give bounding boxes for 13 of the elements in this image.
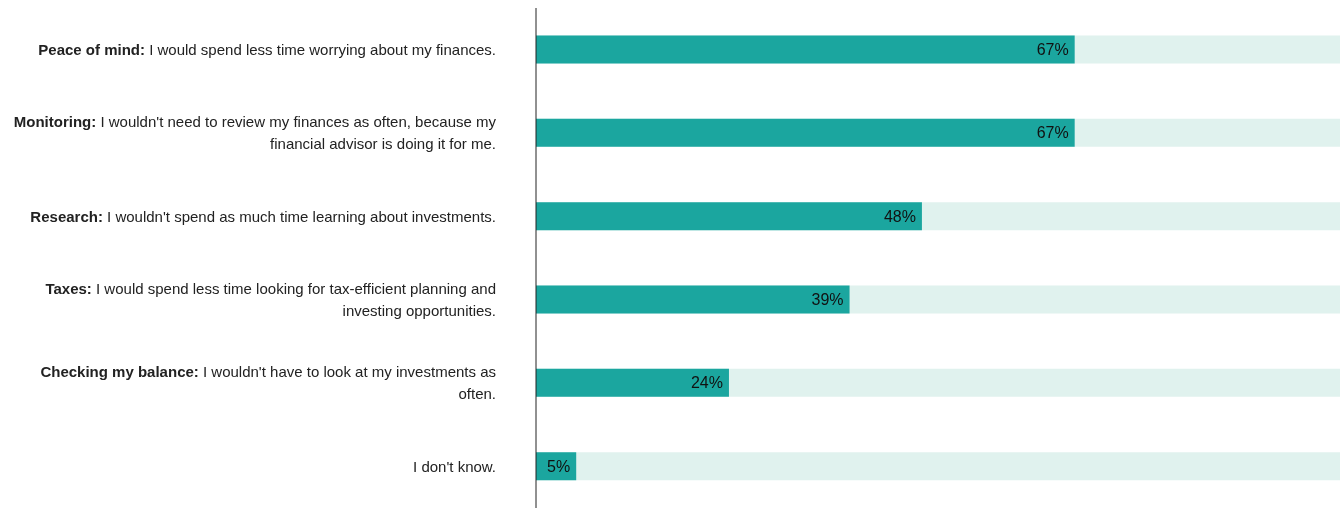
y-tick-label: Taxes: I would spend less time looking for tax-efficient planning and investing opportunities. — [45, 279, 496, 319]
data-label: 24% — [690, 374, 723, 392]
data-label: 67% — [1036, 124, 1069, 142]
y-tick-label: Monitoring: I wouldn't need to review my finances as often, because my financial advisor is doing it for me. — [13, 113, 497, 153]
y-tick-label: Checking my balance: I wouldn't have to look at my investments as often. — [40, 363, 496, 403]
bar — [536, 368, 729, 397]
y-tick-label: I don't know. — [413, 457, 496, 475]
data-label: 5% — [547, 457, 571, 475]
data-label: 39% — [811, 291, 844, 309]
y-tick-label: Research: I wouldn't spend as much time learning about investments. — [30, 207, 496, 225]
y-tick-label: Peace of mind: I would spend less time worrying about my finances. — [38, 40, 496, 58]
data-label: 48% — [883, 207, 916, 225]
data-label: 67% — [1036, 41, 1069, 59]
